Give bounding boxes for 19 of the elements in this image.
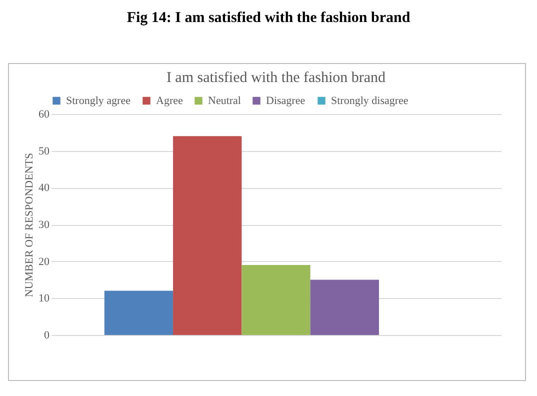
legend-label: Strongly agree — [66, 94, 131, 107]
y-tick-label: 20 — [38, 256, 50, 268]
y-tick-label: 50 — [38, 145, 50, 158]
legend-label: Agree — [156, 94, 183, 107]
y-tick-label: 60 — [38, 108, 50, 120]
legend-label: Disagree — [266, 94, 306, 107]
bar — [173, 136, 242, 335]
y-tick-label: 30 — [38, 219, 50, 231]
bar — [242, 265, 310, 335]
legend-label: Neutral — [208, 94, 241, 107]
y-tick-label: 40 — [38, 182, 50, 194]
bar — [104, 290, 174, 335]
chart-title: Fig 14: I am satisfied with the fashion brand — [126, 10, 412, 28]
y-axis-title: NUMBER OF RESPONDENTS — [24, 152, 36, 298]
bar — [310, 280, 379, 335]
chart-subtitle: I am satisfied with the fashion brand — [166, 70, 386, 86]
y-tick-label: 10 — [38, 292, 50, 305]
legend-label: Strongly disagree — [331, 94, 408, 107]
y-tick-label: 0 — [44, 330, 50, 342]
